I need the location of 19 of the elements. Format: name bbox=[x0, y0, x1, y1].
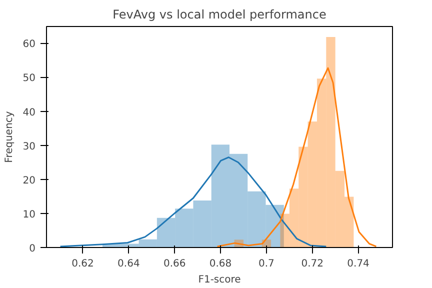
x-tick-label: 0.7 bbox=[258, 258, 274, 270]
y-tick-label: 30 bbox=[22, 141, 36, 152]
y-tick-label: 0 bbox=[29, 244, 36, 254]
line-series bbox=[216, 67, 377, 248]
y-tick-label: 60 bbox=[22, 39, 36, 50]
x-tick-label: 0.62 bbox=[72, 258, 94, 270]
x-tick-label: 0.68 bbox=[209, 258, 232, 270]
y-tick-label: 50 bbox=[22, 73, 36, 84]
y-axis-title: Frequency bbox=[4, 111, 15, 163]
line-series bbox=[60, 156, 327, 248]
x-axis-title: F1-score bbox=[198, 274, 241, 286]
x-tick-label: 0.66 bbox=[163, 258, 186, 270]
chart-title: FevAvg vs local model performance bbox=[112, 8, 326, 22]
x-tick-label: 0.74 bbox=[347, 258, 370, 270]
x-tick-label: 0.64 bbox=[118, 258, 140, 270]
y-tick-label: 40 bbox=[22, 107, 36, 118]
y-tick-label: 20 bbox=[22, 175, 36, 186]
x-tick-label: 0.72 bbox=[301, 258, 324, 270]
y-tick-label: 10 bbox=[22, 209, 36, 220]
